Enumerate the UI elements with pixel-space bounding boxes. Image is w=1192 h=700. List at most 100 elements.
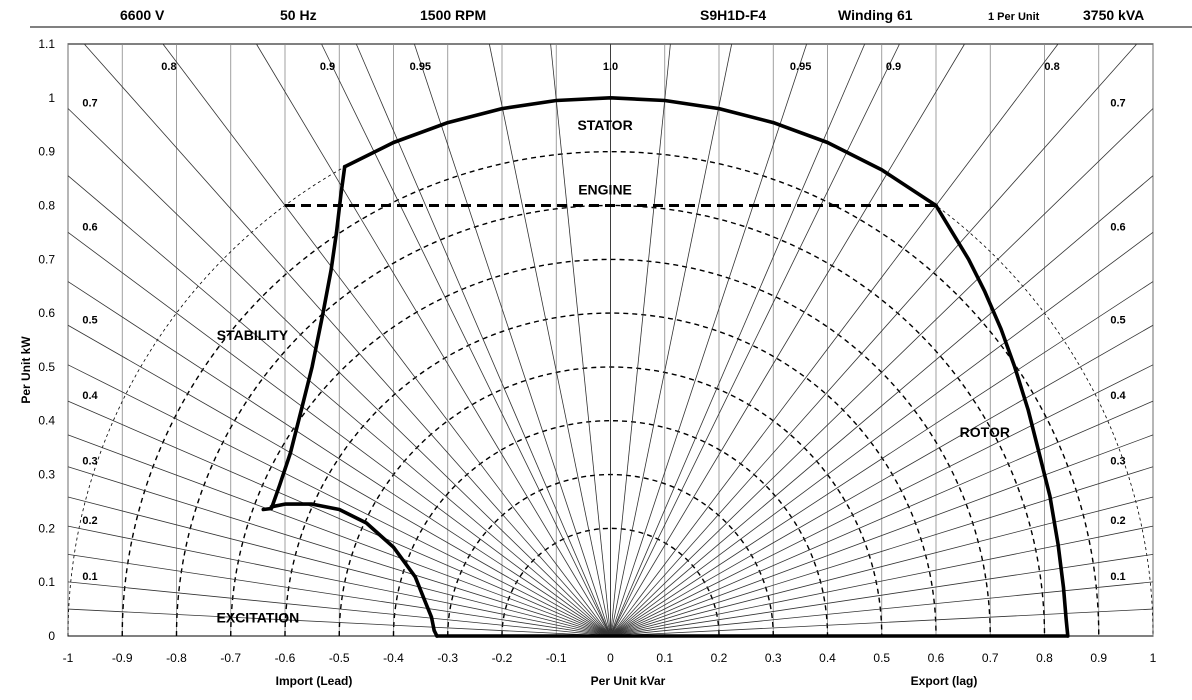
power-factor-line xyxy=(550,43,611,637)
pf-label-top: 1.0 xyxy=(603,61,618,73)
power-factor-line xyxy=(256,43,611,637)
y-tick-label: 0.6 xyxy=(38,306,55,320)
y-tick-label: 1 xyxy=(48,91,55,105)
power-factor-line xyxy=(67,108,611,637)
series-stator xyxy=(342,96,938,208)
pf-label-top: 0.9 xyxy=(886,61,901,73)
chart-labels: 0.8 0.8 0.9 0.9 0.95 0.95 1.0 0.7 0.7 0.6 0.6 0.5 0.… xyxy=(82,61,1126,626)
power-factor-line xyxy=(67,324,611,637)
y-tick-label: 0.1 xyxy=(38,575,55,589)
x-tick-label: 0.8 xyxy=(1036,651,1053,665)
power-factor-line xyxy=(610,400,1154,637)
power-factor-line xyxy=(610,43,733,637)
pf-label-top: 0.8 xyxy=(1044,61,1059,73)
pf-label-top: 0.8 xyxy=(161,61,176,73)
power-factor-line xyxy=(355,43,611,637)
power-factor-line xyxy=(67,364,611,637)
power-factor-line xyxy=(67,496,611,637)
x-axis-label-left: Import (Lead) xyxy=(276,674,353,688)
y-tick-label: 0.7 xyxy=(38,252,55,266)
region-label-excitation: EXCITATION xyxy=(217,610,300,626)
power-factor-lines xyxy=(67,43,1154,637)
x-axis-label: Per Unit kVar xyxy=(591,674,666,688)
region-label-stability: STABILITY xyxy=(217,327,289,343)
pf-label-side: 0.5 xyxy=(82,314,97,326)
x-tick-label: 1 xyxy=(1150,651,1157,665)
pf-label-side: 0.2 xyxy=(1110,515,1125,527)
power-factor-line xyxy=(610,324,1154,637)
power-factor-line xyxy=(610,525,1154,637)
pf-label-top: 0.9 xyxy=(320,61,335,73)
region-label-rotor: ROTOR xyxy=(960,424,1010,440)
power-factor-line xyxy=(67,232,611,637)
power-factor-line xyxy=(413,43,611,637)
power-factor-line xyxy=(610,281,1154,637)
pf-label-side: 0.3 xyxy=(82,456,97,468)
power-factor-line xyxy=(610,43,1059,637)
power-factor-line xyxy=(67,525,611,637)
y-axis-label: Per Unit kW xyxy=(19,336,33,404)
series-stability xyxy=(261,164,347,512)
power-factor-line xyxy=(610,43,866,637)
x-tick-label: 0.6 xyxy=(928,651,945,665)
power-factor-line xyxy=(610,43,900,637)
power-factor-line xyxy=(321,43,611,637)
x-tick-label: 0.7 xyxy=(982,651,999,665)
pf-label-side: 0.3 xyxy=(1110,456,1125,468)
y-tick-label: 0.9 xyxy=(38,145,55,159)
x-tick-label: 0.9 xyxy=(1090,651,1107,665)
x-tick-label: 0.4 xyxy=(819,651,836,665)
pf-label-side: 0.2 xyxy=(82,515,97,527)
pf-label-side: 0.6 xyxy=(1110,221,1125,233)
power-factor-line xyxy=(67,400,611,637)
header-frequency: 50 Hz xyxy=(280,7,317,23)
power-factor-line xyxy=(610,108,1154,637)
capacity-arc xyxy=(284,312,937,637)
x-tick-label: -0.8 xyxy=(166,651,187,665)
pf-label-side: 0.1 xyxy=(82,571,97,583)
x-axis-label-right: Export (lag) xyxy=(911,674,978,688)
header-model: S9H1D-F4 xyxy=(700,7,766,23)
x-tick-label: 0.3 xyxy=(765,651,782,665)
pf-label-top: 0.95 xyxy=(410,61,431,73)
series-excitation xyxy=(269,502,439,638)
pf-label-side: 0.1 xyxy=(1110,571,1125,583)
limit-curves xyxy=(261,96,1070,638)
x-tick-label: 0.5 xyxy=(873,651,890,665)
pf-label-side: 0.7 xyxy=(82,97,97,109)
series-rotor xyxy=(934,203,1070,638)
y-tick-label: 0.2 xyxy=(38,521,55,535)
y-tick-label: 0.5 xyxy=(38,360,55,374)
x-tick-label: -0.7 xyxy=(220,651,241,665)
x-tick-label: -0.5 xyxy=(329,651,350,665)
power-factor-line xyxy=(610,232,1154,637)
pf-label-side: 0.4 xyxy=(1110,390,1126,402)
pf-label-top: 0.95 xyxy=(790,61,811,73)
y-tick-label: 1.1 xyxy=(38,37,55,51)
header-rating: 3750 kVA xyxy=(1083,7,1144,23)
power-factor-line xyxy=(83,43,611,637)
power-factor-line xyxy=(610,175,1154,637)
power-factor-line xyxy=(610,43,1138,637)
pf-label-side: 0.6 xyxy=(82,221,97,233)
y-tick-label: 0.8 xyxy=(38,198,55,212)
power-factor-line xyxy=(67,434,611,637)
axes: -1 -0.9 -0.8 -0.7 -0.6 -0.5 -0.4 -0.3 -0.2 -0.1 0 0… xyxy=(38,37,1156,665)
power-factor-line xyxy=(162,43,611,637)
capacity-arc xyxy=(230,258,991,637)
x-tick-label: -0.9 xyxy=(112,651,133,665)
power-factor-line xyxy=(610,466,1154,637)
header-voltage: 6600 V xyxy=(120,7,165,23)
power-factor-line xyxy=(67,175,611,637)
header-speed: 1500 RPM xyxy=(420,7,486,23)
power-factor-line xyxy=(610,43,965,637)
region-label-engine: ENGINE xyxy=(578,182,632,198)
pf-label-side: 0.7 xyxy=(1110,97,1125,109)
power-factor-line xyxy=(610,608,1154,637)
y-tick-label: 0 xyxy=(48,629,55,643)
x-tick-label: 0.2 xyxy=(711,651,728,665)
y-tick-label: 0.4 xyxy=(38,414,55,428)
x-tick-label: -0.6 xyxy=(275,651,296,665)
power-factor-line xyxy=(67,581,611,637)
